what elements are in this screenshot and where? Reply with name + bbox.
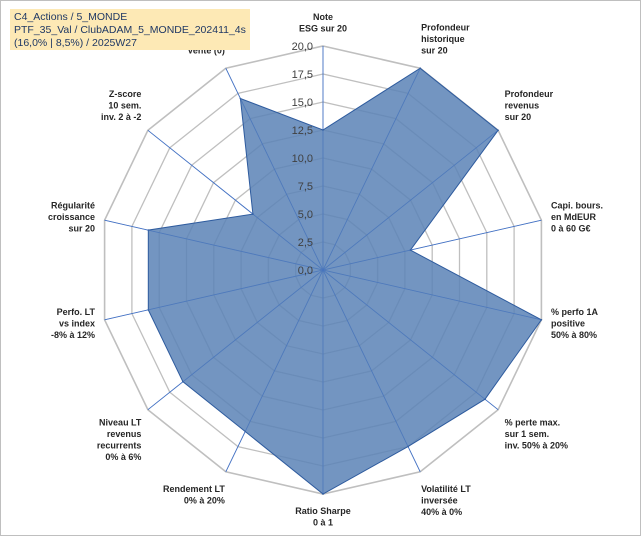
- tick-label: 2,5: [298, 237, 313, 249]
- axis-label-line: 0 à 60 G€: [551, 223, 591, 233]
- tick-label: 17,5: [292, 69, 313, 81]
- axis-label-group: Note ESG sur 20: [299, 12, 347, 34]
- tick-label: 5,0: [298, 209, 313, 221]
- axis-spoke-overlay: [225, 68, 324, 271]
- axis-label-line: Ratio Sharpe: [295, 506, 351, 516]
- axis-label-line: 10 sem.: [108, 100, 141, 110]
- axis-spoke-overlay: [225, 269, 324, 472]
- info-line-1: C4_Actions / 5_MONDE: [14, 11, 128, 23]
- axis-label-line: recurrents: [97, 441, 142, 451]
- tick-label: 20,0: [292, 41, 313, 53]
- axis-label-line: historique: [421, 34, 465, 44]
- axis-label-line: 0% à 20%: [184, 496, 225, 506]
- axis-label-line: vs index: [59, 319, 95, 329]
- axis-label-line: Profondeur: [505, 89, 554, 99]
- axis-label-line: sur 20: [505, 112, 532, 122]
- axis-label-line: inv. 50% à 20%: [505, 441, 568, 451]
- axis-label-line: 0% à 6%: [105, 452, 141, 462]
- axis-label-line: inv. 2 à -2: [101, 112, 141, 122]
- axis-spoke-overlay: [104, 269, 324, 321]
- axis-label-line: 40% à 0%: [421, 507, 462, 517]
- axis-label-line: 0 à 1: [313, 518, 333, 528]
- axis-label-line: Perfo. LT: [57, 307, 96, 317]
- axis-label-line: revenus: [505, 100, 540, 110]
- axis-label-group: Rendement LT 0% à 20%: [163, 484, 225, 506]
- axis-label-group: % perte max.sur 1 sem. inv. 50% à 20%: [505, 418, 568, 451]
- axis-spoke-overlay: [322, 68, 421, 271]
- axis-label-line: Volatilité LT: [421, 484, 471, 494]
- axis-label-line: Rendement LT: [163, 484, 225, 494]
- axis-label-line: Note: [313, 12, 333, 22]
- axis-label-line: % perfo 1A: [551, 307, 599, 317]
- axis-label-line: revenus: [107, 429, 142, 439]
- series-layer: [104, 46, 543, 495]
- tick-label: 12,5: [292, 125, 313, 137]
- info-line-3: (16,0% | 8,5%) / 2025W27: [14, 37, 137, 49]
- axis-label-line: Z-score: [109, 89, 142, 99]
- axis-spoke-overlay: [322, 269, 499, 410]
- axis-label-line: sur 20: [421, 45, 448, 55]
- tick-label: 0,0: [298, 265, 313, 277]
- portfolio-info-box: C4_Actions / 5_MONDE PTF_35_Val / ClubAD…: [10, 9, 250, 50]
- axis-label-group: Perfo. LT vs index-8% à 12%: [51, 307, 96, 340]
- axis-label-line: positive: [551, 319, 585, 329]
- axis-label-line: Vente (0): [187, 45, 225, 55]
- axis-label-line: -8% à 12%: [51, 330, 95, 340]
- axis-spoke-overlay: [147, 130, 324, 271]
- axis-label-line: croissance: [48, 212, 95, 222]
- axis-spoke-overlay: [322, 269, 542, 321]
- axis-label-line: inversée: [421, 496, 458, 506]
- axis-label-line: Régularité: [51, 200, 95, 210]
- axis-label-line: % perte max.: [505, 418, 561, 428]
- info-line-2: PTF_35_Val / ClubADAM_5_MONDE_202411_4sp…: [14, 24, 246, 36]
- axis-label-line: ESG sur 20: [299, 24, 347, 34]
- axis-label-line: Profondeur: [421, 22, 470, 32]
- axis-label-line: Niveau LT: [99, 418, 142, 428]
- axis-spoke-overlay: [322, 269, 421, 472]
- tick-labels: 0,0 2,5 5,0 7,5 10,0 12,5 15,0 17,5 20,0: [292, 41, 313, 277]
- axis-label-group: Ratio Sharpe 0 à 1: [295, 506, 351, 528]
- axis-label-line: sur 20: [68, 223, 95, 233]
- tick-label: 10,0: [292, 153, 313, 165]
- axis-spoke-overlay: [147, 269, 324, 410]
- tick-label: 15,0: [292, 97, 313, 109]
- axis-label-line: 50% à 80%: [551, 330, 597, 340]
- axis-label-line: sur 1 sem.: [505, 429, 550, 439]
- axis-spoke-overlay: [322, 219, 542, 271]
- axis-spoke-overlay: [104, 219, 324, 271]
- axis-label-line: Capi. bours.: [551, 200, 603, 210]
- axis-spoke-overlay: [322, 130, 499, 271]
- series-area: [147, 67, 543, 495]
- tick-label: 7,5: [298, 181, 313, 193]
- axis-label-line: en MdEUR: [551, 212, 597, 222]
